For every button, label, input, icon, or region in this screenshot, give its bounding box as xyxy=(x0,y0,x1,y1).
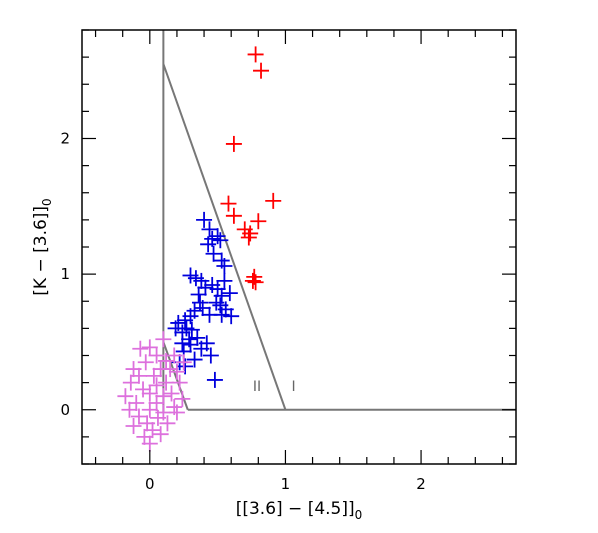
axis-ticks xyxy=(82,29,516,465)
data-point xyxy=(168,363,185,380)
data-point xyxy=(141,385,158,402)
data-point xyxy=(240,229,257,246)
data-point xyxy=(247,46,264,63)
data-point xyxy=(171,374,188,391)
data-point xyxy=(209,281,226,298)
region-labels: II I xyxy=(253,379,296,395)
x-tick-label: 2 xyxy=(416,475,426,493)
data-point xyxy=(158,352,175,369)
data-point xyxy=(209,228,226,245)
data-point xyxy=(196,211,213,228)
data-point xyxy=(141,435,158,452)
data-point xyxy=(198,335,215,352)
data-point xyxy=(159,415,176,432)
tick-labels: 0 1 2 0 1 2 xyxy=(60,130,425,494)
region-label: II xyxy=(253,379,261,395)
data-point xyxy=(177,358,194,375)
x-tick-label: 1 xyxy=(281,475,291,493)
data-point xyxy=(148,394,165,411)
data-point xyxy=(182,336,199,353)
data-point xyxy=(201,306,218,323)
data-point xyxy=(145,367,162,384)
data-point xyxy=(122,374,139,391)
data-point xyxy=(200,236,217,253)
data-point xyxy=(193,272,210,289)
x-axis-label-subscript: 0 xyxy=(355,508,363,522)
data-point xyxy=(216,272,233,289)
data-point xyxy=(244,272,261,289)
y-axis-label: [K − [3.6]]0 xyxy=(31,198,54,295)
series-2 xyxy=(117,331,192,452)
data-point xyxy=(201,221,218,238)
data-point xyxy=(144,422,161,439)
data-point xyxy=(265,192,282,209)
data-point xyxy=(141,401,158,418)
data-point xyxy=(186,351,203,368)
data-point xyxy=(125,418,142,435)
data-point xyxy=(221,285,238,302)
data-point xyxy=(194,300,211,317)
data-point xyxy=(225,135,242,152)
data-point xyxy=(117,388,134,405)
data-point xyxy=(220,195,237,212)
data-point xyxy=(121,401,138,418)
data-point xyxy=(163,385,180,402)
data-point xyxy=(132,340,149,357)
data-point xyxy=(155,388,172,405)
data-point xyxy=(162,361,179,378)
data-points xyxy=(117,46,282,452)
y-tick-label: 0 xyxy=(60,401,70,419)
data-point xyxy=(225,207,242,224)
data-point xyxy=(250,213,267,230)
data-point xyxy=(223,308,240,325)
data-point xyxy=(130,408,147,425)
data-point xyxy=(253,62,270,79)
data-point xyxy=(189,329,206,346)
data-point xyxy=(148,347,165,364)
y-axis-label-subscript: 0 xyxy=(40,198,54,206)
data-point xyxy=(148,377,165,394)
data-point xyxy=(155,331,172,348)
data-point xyxy=(247,274,264,291)
data-point xyxy=(175,354,192,371)
data-point xyxy=(128,394,145,411)
data-point xyxy=(152,426,169,443)
data-point xyxy=(137,354,154,371)
data-point xyxy=(174,390,191,407)
y-tick-label: 1 xyxy=(60,265,70,283)
data-point xyxy=(158,374,175,391)
x-axis-label: [[3.6] − [4.5]]0 xyxy=(236,499,363,522)
series-0 xyxy=(220,46,282,291)
y-axis-label-main: [K − [3.6]] xyxy=(31,206,51,296)
y-tick-label: 2 xyxy=(60,130,70,148)
data-point xyxy=(130,367,147,384)
data-point xyxy=(216,257,233,274)
series-1 xyxy=(167,211,240,388)
data-point xyxy=(177,312,194,329)
data-point xyxy=(166,347,183,364)
data-point xyxy=(190,286,207,303)
data-point xyxy=(197,279,214,296)
data-point xyxy=(174,335,191,352)
x-axis-label-main: [[3.6] − [4.5]] xyxy=(236,499,355,519)
data-point xyxy=(135,381,152,398)
data-point xyxy=(208,294,225,311)
plot-frame xyxy=(81,29,517,465)
data-point xyxy=(183,321,200,338)
data-point xyxy=(168,404,185,421)
data-point xyxy=(141,339,158,356)
data-point xyxy=(206,371,223,388)
region-label: I xyxy=(292,379,296,395)
data-point xyxy=(205,245,222,262)
x-tick-label: 0 xyxy=(145,475,155,493)
data-point xyxy=(202,347,219,364)
data-point xyxy=(149,409,166,426)
data-point xyxy=(242,225,259,242)
boundary-lines xyxy=(162,30,516,413)
data-point xyxy=(212,232,229,249)
